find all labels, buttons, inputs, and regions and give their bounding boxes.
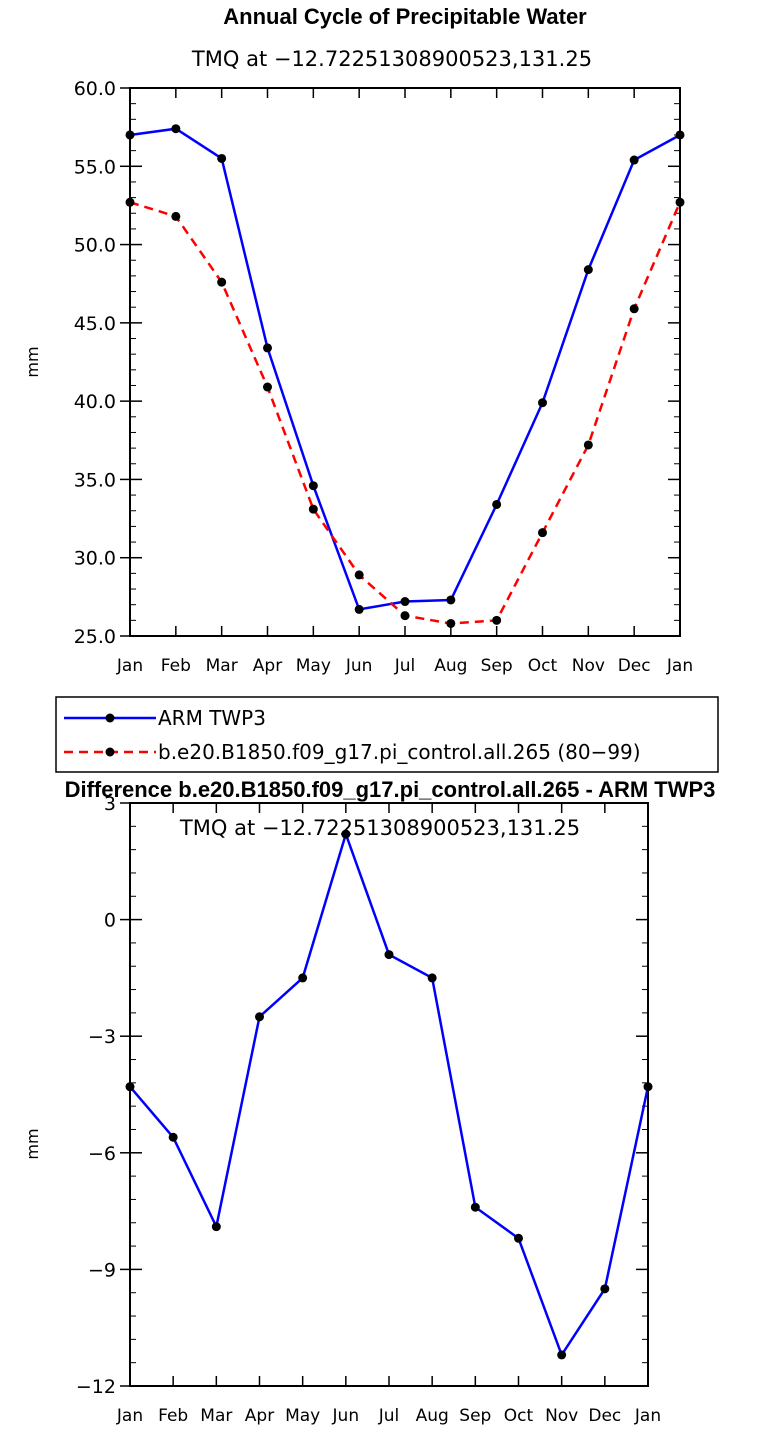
data-point (125, 1082, 135, 1092)
x-tick-label: Oct (504, 1406, 534, 1426)
x-tick-label: Aug (416, 1406, 449, 1426)
data-point (492, 499, 502, 509)
x-tick-label: Apr (245, 1406, 274, 1426)
data-point (354, 604, 364, 614)
data-point (427, 973, 437, 983)
x-tick-label: Jan (116, 1406, 143, 1426)
x-tick-label: Sep (481, 656, 513, 676)
x-tick-label: Jun (332, 1406, 360, 1426)
y-tick-label: −3 (88, 1026, 116, 1048)
x-tick-label: Dec (588, 1406, 621, 1426)
data-point (171, 124, 181, 134)
data-point (470, 1202, 480, 1212)
data-point (217, 153, 227, 163)
data-point (171, 211, 181, 221)
x-tick-label: Feb (158, 1406, 188, 1426)
data-point (384, 950, 394, 960)
difference-chart: Difference b.e20.B1850.f09_g17.pi_contro… (23, 777, 715, 1426)
y-tick-label: 55.0 (74, 156, 116, 178)
y-tick-label: 30.0 (74, 548, 116, 570)
data-point (629, 304, 639, 314)
legend: ARM TWP3 b.e20.B1850.f09_g17.pi_control.a… (55, 696, 719, 773)
data-point (600, 1284, 610, 1294)
data-point (217, 277, 227, 287)
data-point (446, 618, 456, 628)
x-tick-label: May (285, 1406, 320, 1426)
data-point (446, 595, 456, 605)
data-point (341, 829, 351, 839)
data-point (263, 343, 272, 353)
x-tick-label: Nov (572, 656, 605, 676)
data-point (255, 1012, 264, 1022)
series-line-0 (129, 127, 681, 611)
x-tick-label: Jun (345, 656, 373, 676)
y-axis-label: mm (23, 346, 42, 377)
data-point (400, 611, 410, 621)
data-point (538, 528, 547, 538)
chart-title: Annual Cycle of Precipitable Water (223, 4, 587, 29)
x-tick-label: Dec (618, 656, 651, 676)
x-tick-label: Jan (634, 1406, 661, 1426)
x-tick-label: Sep (459, 1406, 491, 1426)
data-point (211, 1222, 221, 1232)
legend-box (55, 696, 719, 773)
data-point (308, 481, 318, 491)
y-tick-label: 50.0 (74, 235, 116, 257)
legend-marker (105, 713, 115, 723)
data-point (675, 197, 685, 207)
y-tick-label: 25.0 (74, 626, 116, 648)
y-tick-label: 0 (104, 910, 116, 932)
data-point (629, 155, 639, 165)
x-tick-label: Jul (378, 1406, 400, 1426)
legend-marker (105, 747, 115, 757)
data-point (514, 1233, 523, 1243)
plot-frame (129, 802, 649, 1387)
x-tick-label: Feb (161, 656, 191, 676)
data-point (557, 1350, 567, 1360)
data-point (492, 615, 502, 625)
y-tick-label: −12 (76, 1376, 116, 1398)
data-point (675, 130, 685, 140)
x-tick-label: Oct (528, 656, 558, 676)
chart-title: Difference b.e20.B1850.f09_g17.pi_contro… (65, 777, 716, 802)
x-tick-label: Nov (545, 1406, 578, 1426)
x-tick-label: Jan (666, 656, 693, 676)
y-tick-label: 40.0 (74, 391, 116, 413)
x-tick-label: Mar (206, 656, 238, 676)
x-tick-label: May (296, 656, 331, 676)
data-point (298, 973, 308, 983)
x-tick-label: Aug (434, 656, 467, 676)
series-line-1 (129, 201, 682, 625)
y-tick-label: 35.0 (74, 469, 116, 491)
data-point (583, 265, 593, 275)
y-tick-label: −9 (88, 1259, 116, 1281)
data-point (400, 597, 410, 607)
series-line-0 (129, 830, 650, 1358)
x-tick-label: Jul (394, 656, 416, 676)
y-tick-label: −6 (88, 1143, 116, 1165)
legend-label: b.e20.B1850.f09_g17.pi_control.all.265 (… (158, 740, 641, 764)
chart-subtitle: TMQ at −12.72251308900523,131.25 (191, 47, 592, 71)
y-tick-label: 60.0 (74, 78, 116, 100)
data-point (168, 1132, 178, 1142)
data-point (538, 398, 547, 408)
data-point (125, 197, 135, 207)
x-tick-label: Mar (200, 1406, 232, 1426)
y-tick-label: 3 (104, 793, 116, 815)
data-point (643, 1082, 653, 1092)
y-tick-label: 45.0 (74, 313, 116, 335)
data-point (354, 570, 364, 580)
x-tick-label: Jan (116, 656, 143, 676)
chart-subtitle: TMQ at −12.72251308900523,131.25 (179, 816, 580, 840)
data-point (583, 440, 593, 450)
legend-label: ARM TWP3 (158, 706, 266, 730)
data-point (308, 504, 318, 514)
y-axis-label: mm (23, 1128, 42, 1159)
plot-frame (129, 87, 681, 637)
annual-cycle-chart: Annual Cycle of Precipitable Water TMQ a… (23, 4, 719, 773)
data-point (125, 130, 135, 140)
data-point (263, 382, 272, 392)
x-tick-label: Apr (253, 656, 282, 676)
